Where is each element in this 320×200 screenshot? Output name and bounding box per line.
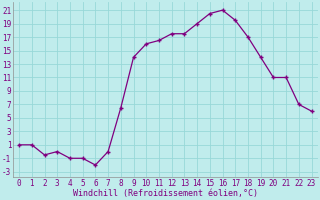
X-axis label: Windchill (Refroidissement éolien,°C): Windchill (Refroidissement éolien,°C) xyxy=(73,189,258,198)
